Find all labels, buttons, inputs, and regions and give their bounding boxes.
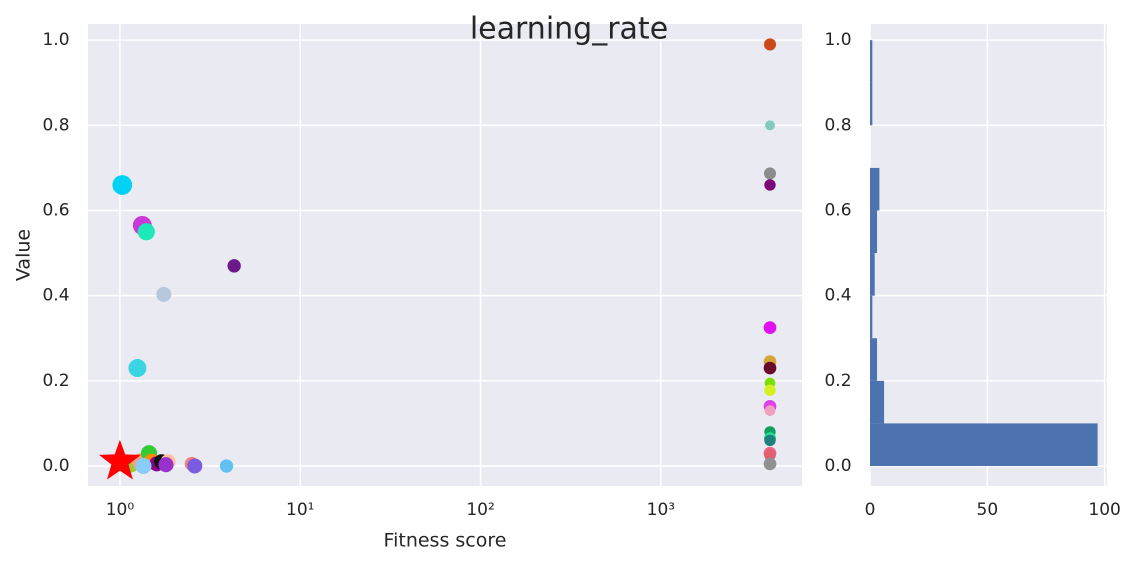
- bar: [870, 40, 873, 83]
- bar: [870, 423, 1098, 466]
- point: [764, 434, 776, 447]
- x-tick-label: 10⁰: [106, 500, 135, 520]
- x-axis-label: Fitness score: [384, 530, 507, 552]
- point: [763, 167, 777, 180]
- y-tick-label: 0.4: [42, 286, 69, 306]
- y-tick-label: 1.0: [824, 30, 851, 50]
- x-tick-label: 10³: [647, 500, 675, 520]
- x-tick-label: 50: [977, 500, 999, 520]
- point: [137, 223, 155, 241]
- plot-area: [870, 24, 1107, 486]
- bar: [870, 380, 885, 424]
- point: [112, 175, 133, 195]
- best-point: [99, 439, 141, 480]
- bar: [870, 295, 873, 339]
- y-tick-label: 0.2: [824, 371, 851, 391]
- point: [128, 359, 147, 378]
- bar: [870, 82, 873, 126]
- bar: [870, 210, 878, 254]
- y-tick-label: 0.4: [824, 286, 851, 306]
- point: [764, 384, 776, 396]
- point: [764, 405, 776, 416]
- point: [158, 457, 174, 473]
- y-tick-label: 0.0: [824, 456, 851, 476]
- point: [763, 321, 777, 334]
- point: [135, 457, 152, 475]
- y-tick-label: 0.0: [42, 456, 69, 476]
- point: [227, 259, 241, 273]
- y-tick-label: 0.6: [824, 201, 851, 221]
- bar: [870, 167, 880, 211]
- y-tick-label: 0.8: [824, 115, 851, 135]
- y-axis-label: Value: [13, 229, 35, 281]
- bar: [870, 253, 875, 296]
- bar: [870, 338, 878, 381]
- point: [765, 120, 775, 131]
- x-tick-label: 0: [865, 500, 876, 520]
- point: [763, 457, 777, 471]
- point: [763, 38, 777, 51]
- point: [763, 361, 777, 375]
- point: [187, 458, 203, 474]
- y-tick-label: 1.0: [42, 30, 69, 50]
- x-tick-label: 100: [1088, 500, 1120, 520]
- chart-title: learning_rate: [470, 12, 668, 47]
- x-tick-label: 10¹: [286, 500, 314, 520]
- point: [219, 459, 234, 473]
- plot-area: [88, 24, 802, 486]
- y-tick-label: 0.8: [42, 115, 69, 135]
- point: [156, 286, 172, 302]
- point: [764, 179, 776, 191]
- x-tick-label: 10²: [466, 500, 494, 520]
- y-tick-label: 0.2: [42, 371, 69, 391]
- y-tick-label: 0.6: [42, 201, 69, 221]
